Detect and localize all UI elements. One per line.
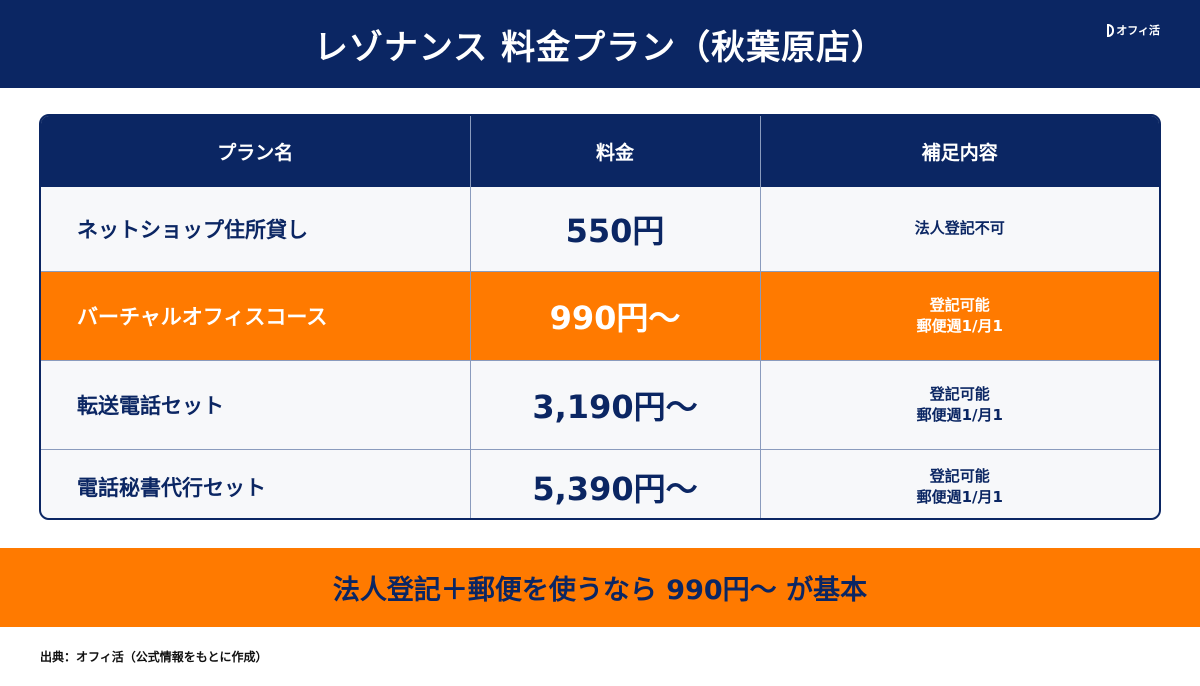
header-bar: レゾナンス 料金プラン（秋葉原店） オフィ活 <box>0 0 1200 88</box>
summary-banner: 法人登記＋郵便を使うなら 990円〜 が基本 <box>0 548 1200 627</box>
page-title: レゾナンス 料金プラン（秋葉原店） <box>313 27 887 68</box>
plan-price: 3,190円〜 <box>470 360 761 450</box>
plan-note: 登記可能 郵便週1/月1 <box>760 271 1159 361</box>
column-header-price: 料金 <box>470 116 761 187</box>
brand-logo: オフィ活 <box>1107 22 1160 38</box>
column-header-plan: プラン名 <box>41 116 471 187</box>
table-row: ネットショップ住所貸し 550円 法人登記不可 <box>41 187 1159 272</box>
plan-note-line: 登記可能 <box>929 295 990 314</box>
plan-note-line: 郵便週1/月1 <box>916 316 1003 335</box>
plan-price: 550円 <box>470 187 761 272</box>
plan-price: 5,390円〜 <box>470 449 761 518</box>
table-row: 電話秘書代行セット 5,390円〜 登記可能 郵便週1/月1 <box>41 449 1159 518</box>
source-note: 出典：オフィ活（公式情報をもとに作成） <box>40 650 268 664</box>
column-header-note: 補足内容 <box>760 116 1159 187</box>
pricing-table: プラン名 料金 補足内容 ネットショップ住所貸し 550円 法人登記不可 バーチ… <box>39 114 1161 520</box>
table-row-highlighted: バーチャルオフィスコース 990円〜 登記可能 郵便週1/月1 <box>41 271 1159 361</box>
plan-note-line: 登記可能 <box>929 466 990 485</box>
summary-text: 法人登記＋郵便を使うなら 990円〜 が基本 <box>332 575 868 606</box>
plan-price: 990円〜 <box>470 271 761 361</box>
plan-note-line: 法人登記不可 <box>914 219 1005 238</box>
plan-note-line: 登記可能 <box>929 384 990 403</box>
plan-note: 法人登記不可 <box>760 187 1159 272</box>
plan-note-line: 郵便週1/月1 <box>916 487 1003 506</box>
plan-name: ネットショップ住所貸し <box>41 187 471 272</box>
plan-note-line: 郵便週1/月1 <box>916 405 1003 424</box>
plan-name: 転送電話セット <box>41 360 471 450</box>
logo-icon <box>1107 23 1115 37</box>
plan-note: 登記可能 郵便週1/月1 <box>760 360 1159 450</box>
plan-note: 登記可能 郵便週1/月1 <box>760 449 1159 518</box>
plan-name: バーチャルオフィスコース <box>41 271 471 361</box>
table-row: 転送電話セット 3,190円〜 登記可能 郵便週1/月1 <box>41 360 1159 450</box>
logo-text: オフィ活 <box>1116 24 1160 37</box>
plan-name: 電話秘書代行セット <box>41 449 471 518</box>
